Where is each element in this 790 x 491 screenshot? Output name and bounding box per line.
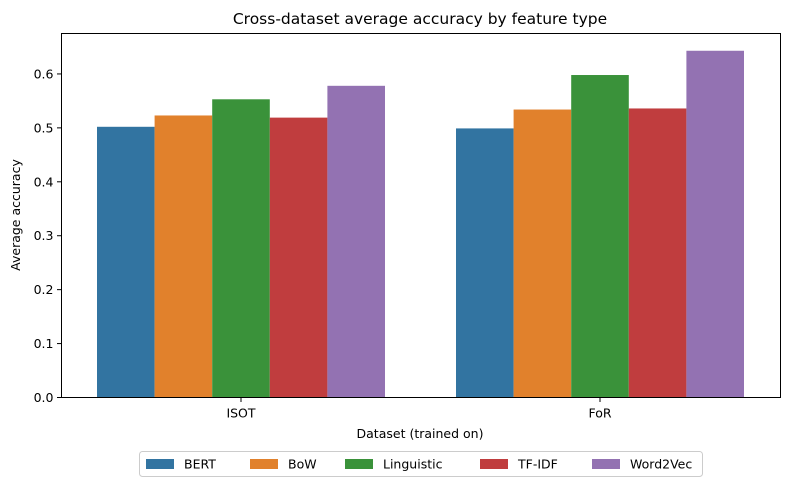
bar-linguistic-for xyxy=(571,75,629,398)
x-axis: ISOT FoR xyxy=(226,397,612,421)
y-tick-label: 0.4 xyxy=(34,174,54,189)
bar-bert-for xyxy=(456,128,514,398)
legend-label-tf-idf: TF-IDF xyxy=(517,457,558,472)
legend-box xyxy=(139,451,703,477)
x-tick-label-isot: ISOT xyxy=(226,406,255,421)
x-tick-label-for: FoR xyxy=(588,406,611,421)
x-axis-label: Dataset (trained on) xyxy=(357,426,484,441)
y-axis: 0.0 0.1 0.2 0.3 0.4 0.5 0.6 xyxy=(34,66,62,405)
legend-swatch-tf-idf xyxy=(480,459,508,469)
legend-swatch-word2vec xyxy=(592,459,620,469)
y-tick-label: 0.5 xyxy=(34,120,54,135)
legend-swatch-linguistic xyxy=(345,459,373,469)
bar-word2vec-isot xyxy=(327,85,385,398)
y-tick-label: 0.0 xyxy=(34,390,54,405)
bar-word2vec-for xyxy=(686,50,744,398)
y-tick-label: 0.3 xyxy=(34,228,54,243)
legend: BERT BoW Linguistic TF-IDF Word2Vec xyxy=(139,451,703,477)
y-tick-label: 0.2 xyxy=(34,282,54,297)
legend-label-linguistic: Linguistic xyxy=(383,457,443,472)
bars-layer xyxy=(97,50,744,398)
y-axis-label: Average accuracy xyxy=(8,159,23,271)
y-tick-label: 0.6 xyxy=(34,66,54,81)
legend-items: BERT BoW Linguistic TF-IDF Word2Vec xyxy=(146,457,692,472)
bar-tf-idf-for xyxy=(628,108,687,398)
bar-linguistic-isot xyxy=(212,99,270,398)
legend-label-word2vec: Word2Vec xyxy=(630,457,692,472)
y-tick-label: 0.1 xyxy=(34,336,54,351)
bar-tf-idf-isot xyxy=(269,117,328,398)
plot-frame xyxy=(61,33,781,398)
bar-bert-isot xyxy=(97,126,155,398)
legend-label-bert: BERT xyxy=(184,457,216,472)
bar-bow-isot xyxy=(154,115,213,398)
legend-swatch-bow xyxy=(250,459,278,469)
legend-swatch-bert xyxy=(146,459,174,469)
bar-bow-for xyxy=(513,109,572,398)
chart-title: Cross-dataset average accuracy by featur… xyxy=(233,10,607,28)
legend-label-bow: BoW xyxy=(288,457,317,472)
